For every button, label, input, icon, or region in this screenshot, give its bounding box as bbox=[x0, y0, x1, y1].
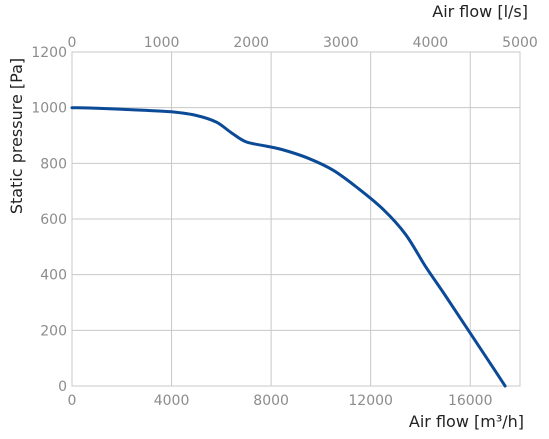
y-tick-label: 800 bbox=[40, 156, 67, 172]
y-tick-label: 200 bbox=[40, 323, 67, 339]
x2-tick-label: 1000 bbox=[144, 35, 180, 51]
y-tick-label: 1000 bbox=[31, 101, 67, 117]
y-tick-label: 1200 bbox=[31, 45, 67, 61]
x2-axis-title: Air flow [l/s] bbox=[432, 2, 528, 21]
x-tick-label: 0 bbox=[68, 393, 77, 409]
x-tick-label: 8000 bbox=[253, 393, 289, 409]
x-tick-label: 16000 bbox=[448, 393, 493, 409]
x-tick-label: 12000 bbox=[348, 393, 393, 409]
y-tick-label: 0 bbox=[58, 379, 67, 395]
y-axis-title: Static pressure [Pa] bbox=[7, 58, 26, 214]
pressure-curve bbox=[70, 106, 507, 388]
x-axis-title: Air flow [m³/h] bbox=[409, 412, 524, 431]
x2-tick-label: 3000 bbox=[323, 35, 359, 51]
x2-tick-label: 4000 bbox=[413, 35, 449, 51]
y-tick-label: 600 bbox=[40, 212, 67, 228]
x2-tick-label: 5000 bbox=[502, 35, 538, 51]
x-tick-label: 4000 bbox=[154, 393, 190, 409]
plot-frame bbox=[71, 51, 521, 387]
y-tick-label: 400 bbox=[40, 268, 67, 284]
x2-tick-label: 2000 bbox=[233, 35, 269, 51]
x2-tick-label: 0 bbox=[68, 35, 77, 51]
grid bbox=[72, 52, 520, 386]
